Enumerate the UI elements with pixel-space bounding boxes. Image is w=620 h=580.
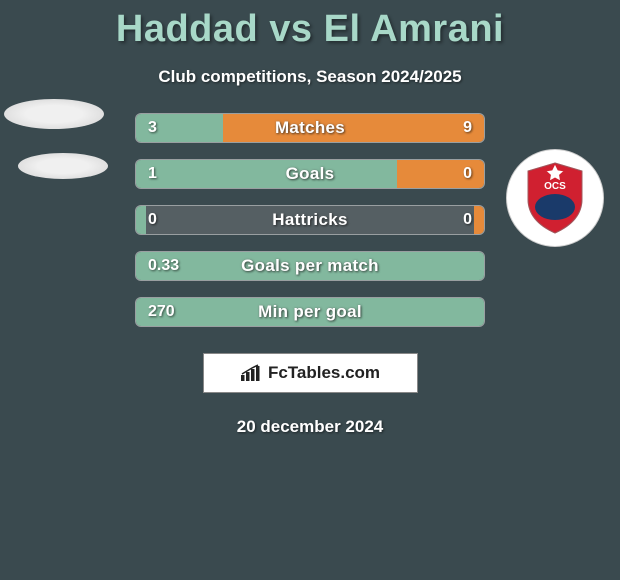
bar-stat-label: Matches	[136, 114, 484, 142]
bar-stat-label: Goals per match	[136, 252, 484, 280]
shield-icon: OCS	[522, 161, 588, 235]
stat-bar-row: 3Matches9	[135, 113, 485, 143]
page-title: Haddad vs El Amrani	[0, 0, 620, 51]
bar-right-value	[460, 298, 484, 326]
stat-bar-row: 1Goals0	[135, 159, 485, 189]
stat-bar-row: 0.33Goals per match	[135, 251, 485, 281]
bar-right-value: 9	[451, 114, 484, 142]
player-right-avatar: OCS	[506, 149, 616, 259]
bar-stat-label: Min per goal	[136, 298, 484, 326]
bar-stat-label: Goals	[136, 160, 484, 188]
attribution-box: FcTables.com	[203, 353, 418, 393]
stat-bar-row: 0Hattricks0	[135, 205, 485, 235]
bar-right-value: 0	[451, 206, 484, 234]
placeholder-ellipse	[4, 99, 104, 129]
date-label: 20 december 2024	[0, 417, 620, 437]
player-left-avatar	[4, 99, 114, 209]
comparison-area: 3Matches91Goals00Hattricks00.33Goals per…	[0, 113, 620, 343]
stat-bar-row: 270Min per goal	[135, 297, 485, 327]
bar-right-value: 0	[451, 160, 484, 188]
bar-stat-label: Hattricks	[136, 206, 484, 234]
attribution-text: FcTables.com	[268, 363, 380, 383]
club-badge: OCS	[506, 149, 604, 247]
placeholder-ellipse	[18, 153, 108, 179]
stat-bars-container: 3Matches91Goals00Hattricks00.33Goals per…	[135, 113, 485, 343]
svg-text:OCS: OCS	[544, 181, 566, 192]
subtitle: Club competitions, Season 2024/2025	[0, 67, 620, 87]
bar-right-value	[460, 252, 484, 280]
chart-icon	[240, 364, 262, 382]
